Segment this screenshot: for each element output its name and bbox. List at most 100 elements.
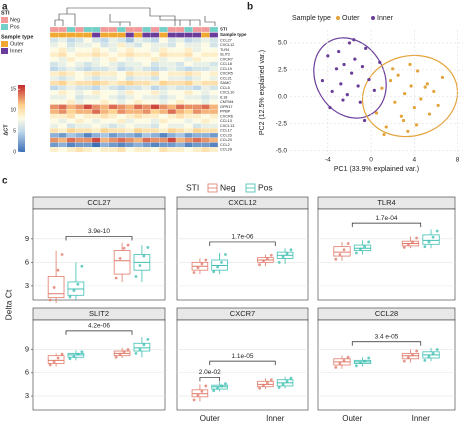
- heat-cell: [209, 142, 219, 148]
- heat-cell: [66, 142, 76, 148]
- heat-cell: [209, 99, 219, 105]
- row-label: CXCR5: [220, 72, 233, 76]
- heat-cell: [133, 109, 143, 115]
- row-label: SAMC: [220, 81, 231, 85]
- point: [265, 257, 269, 260]
- point: [345, 93, 349, 97]
- heat-cell: [133, 137, 143, 143]
- point: [435, 229, 439, 233]
- point: [326, 54, 330, 58]
- bracket: [65, 330, 133, 335]
- heat-cell: [201, 42, 210, 48]
- point: [138, 348, 142, 351]
- track-cell: [167, 26, 177, 33]
- track-cell: [100, 32, 109, 38]
- heat-cell: [125, 109, 135, 115]
- heat-cell: [142, 109, 151, 115]
- point: [334, 67, 339, 71]
- heat-cell: [201, 61, 210, 67]
- heat-cell: [117, 66, 126, 72]
- heat-cell: [66, 123, 76, 129]
- point: [200, 262, 204, 266]
- heat-cell: [167, 52, 177, 58]
- point: [281, 382, 285, 386]
- track-cell: [159, 32, 168, 38]
- heat-cell: [91, 99, 101, 105]
- heat-cell: [192, 71, 202, 77]
- heat-cell: [175, 147, 185, 153]
- heat-cell: [75, 66, 84, 72]
- heat-cell: [175, 128, 185, 134]
- point: [269, 378, 273, 382]
- heat-cell: [117, 94, 126, 100]
- heat-cell: [192, 132, 202, 138]
- heat-cell: [159, 75, 168, 81]
- heat-cell: [58, 113, 67, 119]
- heat-cell: [175, 118, 185, 124]
- heat-cell: [49, 71, 59, 77]
- heat-cell: [209, 37, 219, 43]
- heat-cell: [66, 118, 76, 124]
- heat-cell: [83, 113, 93, 119]
- heat-cell: [167, 94, 177, 100]
- point: [224, 382, 227, 386]
- heat-cell: [142, 132, 151, 138]
- row-label: CCL23: [220, 133, 232, 137]
- heat-cell: [159, 137, 168, 143]
- heat-cell: [201, 118, 210, 124]
- heat-cell: [58, 142, 67, 148]
- heat-cell: [49, 56, 59, 62]
- point: [76, 352, 80, 356]
- heat-cell: [75, 75, 84, 81]
- heat-cell: [83, 42, 93, 48]
- point: [412, 105, 416, 110]
- heat-cell: [159, 128, 168, 134]
- y-tick-label: 6: [25, 257, 29, 266]
- heat-cell: [58, 56, 67, 62]
- heat-cell: [167, 118, 177, 124]
- heat-cell: [142, 56, 151, 62]
- heat-cell: [150, 94, 160, 100]
- heat-cell: [209, 66, 219, 72]
- heat-cell: [108, 37, 118, 43]
- point: [224, 253, 227, 256]
- legend-title: Sample type: [292, 15, 331, 22]
- point: [440, 75, 445, 80]
- heat-cell: [58, 52, 67, 58]
- heat-cell: [91, 66, 101, 72]
- legend-label: Inner: [377, 15, 394, 22]
- point: [423, 358, 427, 362]
- heat-cell: [184, 71, 193, 77]
- heat-cell: [108, 66, 118, 72]
- heat-cell: [108, 42, 118, 48]
- point: [363, 359, 366, 363]
- heat-cell: [83, 85, 93, 91]
- heat-cell: [133, 142, 143, 148]
- heat-cell: [142, 90, 151, 96]
- track-cell: [83, 26, 93, 33]
- heat-cell: [117, 42, 126, 48]
- heat-cell: [192, 118, 202, 124]
- heat-cell: [108, 99, 118, 105]
- x-tick-label: 4: [413, 157, 417, 164]
- heat-cell: [100, 109, 109, 115]
- heat-cell: [133, 37, 143, 43]
- heat-cell: [91, 128, 101, 134]
- heat-cell: [142, 42, 151, 48]
- heat-cell: [133, 118, 143, 124]
- heat-cell: [175, 94, 185, 100]
- heat-cell: [159, 104, 168, 110]
- heat-cell: [108, 132, 118, 138]
- legend-label: Outer: [342, 15, 360, 22]
- heat-cell: [192, 52, 202, 58]
- heat-cell: [184, 109, 193, 115]
- heat-cell: [125, 61, 135, 67]
- point: [142, 343, 146, 347]
- point: [356, 84, 360, 88]
- strip-title: CXCL12: [228, 198, 256, 207]
- p-value: 2.0e-02: [199, 369, 221, 376]
- point: [399, 114, 403, 118]
- row-label: CMTM4: [220, 100, 234, 104]
- heat-cell: [133, 56, 143, 62]
- heat-cell: [58, 118, 67, 124]
